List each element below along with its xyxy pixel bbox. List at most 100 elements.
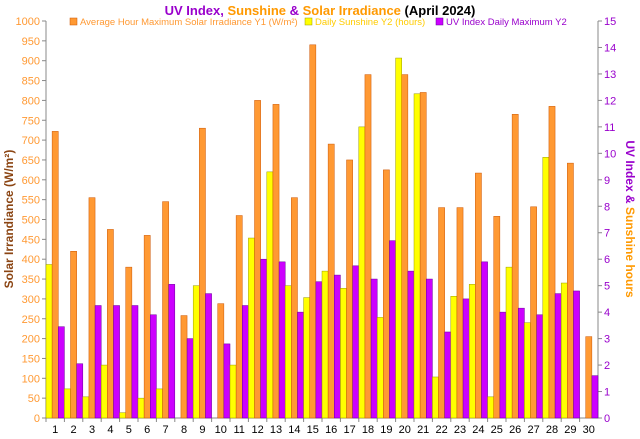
bar-solar — [383, 169, 390, 419]
left-tick-label: 50 — [28, 393, 40, 405]
bar-uv — [499, 311, 507, 419]
right-tick-label: 1 — [604, 387, 610, 399]
bar-uv — [315, 281, 323, 419]
x-tick-label: 24 — [472, 424, 484, 436]
left-tick-label: 750 — [22, 115, 40, 127]
x-tick-label: 9 — [199, 424, 205, 436]
x-tick-label: 16 — [325, 424, 337, 436]
bar-uv — [76, 363, 84, 419]
right-tick-label: 15 — [604, 16, 616, 28]
bar-solar — [88, 197, 96, 419]
bar-sunshine — [450, 296, 458, 419]
bar-sunshine — [137, 397, 145, 419]
bar-sunshine — [487, 396, 494, 419]
right-tick-label: 2 — [604, 360, 610, 372]
x-tick-label: 15 — [307, 424, 319, 436]
bar-solar — [309, 44, 317, 419]
bar-uv — [168, 284, 176, 419]
bar-sunshine — [266, 171, 274, 419]
bar-solar — [107, 229, 114, 419]
bar-uv — [150, 314, 157, 419]
left-tick-label: 500 — [22, 215, 40, 227]
bar-uv — [389, 240, 396, 419]
x-tick-label: 8 — [181, 424, 187, 436]
x-tick-label: 10 — [215, 424, 227, 436]
chart-title-part: & — [286, 3, 303, 18]
bar-solar — [548, 106, 556, 419]
right-tick-label: 8 — [604, 201, 610, 213]
bar-uv — [223, 343, 231, 419]
bar-uv — [260, 258, 268, 419]
left-tick-label: 450 — [22, 234, 40, 246]
bar-sunshine — [82, 396, 90, 419]
bar-solar — [530, 206, 537, 419]
left-axis-title: Solar Irrandiance (W/m²) — [2, 150, 16, 289]
bar-sunshine — [45, 264, 53, 419]
x-tick-label: 19 — [380, 424, 392, 436]
bar-uv — [591, 375, 599, 419]
left-tick-label: 0 — [34, 413, 40, 425]
x-tick-label: 3 — [89, 424, 95, 436]
bar-solar — [327, 143, 335, 419]
right-axis-title-part: UV Index — [623, 140, 637, 192]
left-tick-label: 350 — [22, 274, 40, 286]
bar-solar — [143, 235, 151, 419]
x-tick-label: 12 — [251, 424, 263, 436]
left-tick-label: 200 — [22, 334, 40, 346]
left-tick-label: 250 — [22, 314, 40, 326]
bar-solar — [438, 207, 445, 419]
bar-sunshine — [303, 297, 310, 419]
x-axis: 1 2 3 4 5 6 7 8 9 10 11 12 13 14 15 16 17 18 19 20 21 22 23 24 2… — [45, 417, 598, 436]
bar-uv — [242, 305, 249, 419]
bar-sunshine — [468, 284, 476, 419]
x-tick-label: 18 — [362, 424, 374, 436]
left-tick-label: 950 — [22, 36, 40, 48]
x-tick-label: 28 — [546, 424, 558, 436]
right-tick-label: 6 — [604, 254, 610, 266]
bar-uv — [407, 270, 415, 419]
bar-solar — [125, 266, 133, 419]
right-axis-title: UV Index & Sunshine hours — [623, 140, 637, 298]
x-tick-label: 6 — [144, 424, 150, 436]
left-tick-label: 600 — [22, 175, 40, 187]
left-tick-label: 300 — [22, 294, 40, 306]
x-tick-label: 21 — [417, 424, 429, 436]
left-tick-label: 800 — [22, 95, 40, 107]
bar-uv — [205, 293, 212, 419]
bar-sunshine — [524, 322, 531, 419]
left-tick-label: 650 — [22, 155, 40, 167]
bar-uv — [113, 305, 120, 419]
right-axis-title-part: Sunshine hours — [623, 207, 637, 298]
left-tick-label: 850 — [22, 76, 40, 88]
x-tick-label: 27 — [527, 424, 539, 436]
bar-uv — [462, 298, 470, 419]
right-tick-label: 0 — [604, 413, 610, 425]
bars — [45, 44, 599, 419]
bar-sunshine — [560, 282, 568, 419]
bar-sunshine — [395, 57, 402, 419]
bar-solar — [199, 127, 206, 419]
legend-label: Average Hour Maximum Solar Irradiance Y1… — [80, 17, 298, 28]
bar-solar — [419, 92, 427, 419]
legend-swatch — [435, 17, 444, 26]
x-tick-label: 1 — [52, 424, 58, 436]
bar-sunshine — [340, 288, 347, 419]
x-tick-label: 5 — [126, 424, 132, 436]
bar-solar — [254, 100, 261, 419]
bar-solar — [401, 74, 409, 419]
left-tick-label: 900 — [22, 56, 40, 68]
x-tick-label: 22 — [435, 424, 447, 436]
chart-title-part: (April 2024) — [401, 3, 475, 18]
legend-label: Daily Sunshine Y2 (hours) — [315, 17, 425, 28]
x-tick-label: 17 — [343, 424, 355, 436]
bar-uv — [370, 278, 378, 419]
bar-sunshine — [64, 388, 71, 419]
right-axis-title-part: & — [623, 192, 637, 207]
bar-uv — [94, 305, 102, 419]
bar-solar — [70, 251, 77, 419]
bar-sunshine — [432, 376, 439, 419]
x-tick-label: 23 — [454, 424, 466, 436]
bar-sunshine — [376, 317, 384, 419]
bar-uv — [426, 278, 433, 419]
chart-title-part: , — [220, 3, 227, 18]
